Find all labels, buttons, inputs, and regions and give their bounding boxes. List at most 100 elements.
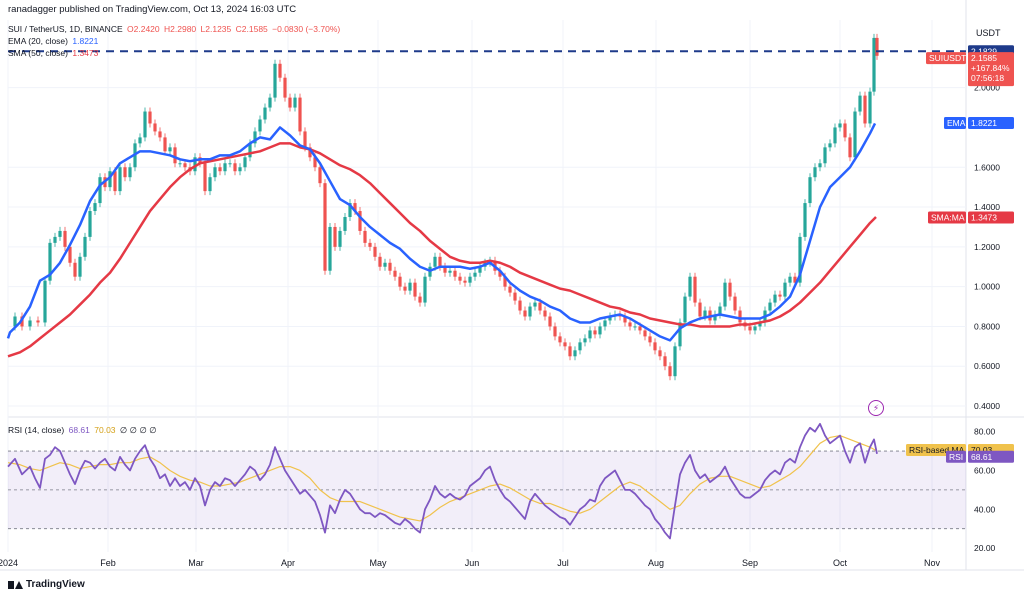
candle-body xyxy=(848,137,852,158)
x-tick-label: Feb xyxy=(100,558,116,568)
candle-body xyxy=(463,280,467,283)
candle-body xyxy=(738,310,742,323)
candle-body xyxy=(608,316,612,321)
ema-legend-label: EMA (20, close) xyxy=(8,36,68,46)
candle-body xyxy=(788,276,792,283)
candle-body xyxy=(648,336,652,343)
candle-body xyxy=(43,280,47,323)
candle-body xyxy=(243,157,247,168)
candle-body xyxy=(683,296,687,323)
sma-legend[interactable]: SMA (50, close) 1.3473 xyxy=(8,48,98,59)
x-tick-label: Oct xyxy=(833,558,848,568)
price-tick-label: 0.8000 xyxy=(974,321,1000,331)
candle-body xyxy=(628,322,632,327)
rsi-name-tag: RSI xyxy=(946,450,966,463)
candle-body xyxy=(93,203,97,212)
candle-body xyxy=(378,256,382,267)
rsi-legend[interactable]: RSI (14, close) 68.61 70.03 ∅ ∅ ∅ ∅ xyxy=(8,425,157,436)
low-value: L2.1235 xyxy=(200,24,232,34)
candle-body xyxy=(288,97,292,108)
lightning-icon[interactable]: ⚡ xyxy=(868,400,884,416)
sma-legend-value: 1.3473 xyxy=(72,48,99,58)
candle-body xyxy=(48,242,52,281)
x-tick-label: Apr xyxy=(281,558,295,568)
candle-body xyxy=(518,300,522,311)
x-tick-label: Mar xyxy=(188,558,204,568)
candle-body xyxy=(508,286,512,293)
symbol-legend: SUI / TetherUS, 1D, BINANCE O2.2420 H2.2… xyxy=(8,24,340,35)
candle-body xyxy=(733,296,737,311)
candle-body xyxy=(253,131,257,144)
ema-line xyxy=(6,122,877,342)
sma-name-tag: SMA:MA xyxy=(928,211,966,224)
rsi-line xyxy=(7,422,878,540)
candle-body xyxy=(388,262,392,271)
candle-body xyxy=(208,177,212,192)
candle-body xyxy=(533,302,537,307)
candle-body xyxy=(168,147,172,152)
candle-body xyxy=(223,163,227,172)
ema-price-tag-bg xyxy=(968,117,1014,130)
candle-body xyxy=(143,111,147,138)
candle-body xyxy=(283,77,287,98)
rsi-ma-legend-value: 70.03 xyxy=(94,425,116,435)
candle-body xyxy=(808,177,812,204)
candle-body xyxy=(73,262,77,277)
candle-body xyxy=(58,230,62,237)
candle-body xyxy=(813,167,817,178)
price-tick-label: 2.0000 xyxy=(974,83,1000,93)
symbol-name[interactable]: SUI / TetherUS, 1D, BINANCE xyxy=(8,24,123,34)
candle-body xyxy=(853,111,857,158)
sma-line xyxy=(7,142,877,358)
candle-body xyxy=(478,266,482,273)
price-tick-label: 1.4000 xyxy=(974,202,1000,212)
candle-body xyxy=(793,276,797,283)
candle-body xyxy=(88,211,92,237)
candle-body xyxy=(333,226,337,247)
sma-price-tag-bg xyxy=(968,211,1014,224)
ema-name-tag-bg xyxy=(944,117,966,130)
candle-body xyxy=(273,63,277,98)
sma-price-tag: 1.3473 xyxy=(968,211,1014,224)
candle-body xyxy=(558,336,562,343)
ema-name-tag: EMA xyxy=(944,117,966,130)
candle-body xyxy=(573,350,577,357)
candle-body xyxy=(248,143,252,158)
candle-body xyxy=(403,286,407,291)
candle-body xyxy=(298,97,302,132)
x-tick-label: Sep xyxy=(742,558,758,568)
ema-legend[interactable]: EMA (20, close) 1.8221 xyxy=(8,36,98,47)
candle-body xyxy=(453,270,457,277)
rsi-name-tag-bg xyxy=(946,450,966,463)
candle-body xyxy=(858,95,862,112)
candle-body xyxy=(543,310,547,317)
rsi-tick-label: 60.00 xyxy=(974,465,996,475)
candle-body xyxy=(78,256,82,277)
price-tick-label: 1.6000 xyxy=(974,162,1000,172)
symbol-name-tag-text: SUIUSDT xyxy=(929,53,966,63)
publish-header: ranadagger published on TradingView.com,… xyxy=(8,4,297,15)
candle-body xyxy=(718,306,722,315)
candle-body xyxy=(68,246,72,263)
candle-body xyxy=(268,97,272,108)
candle-body xyxy=(633,326,637,328)
close-value: C2.1585 xyxy=(235,24,268,34)
candle-body xyxy=(228,163,232,165)
candle-body xyxy=(693,276,697,303)
candle-body xyxy=(138,137,142,144)
candle-body xyxy=(553,326,557,337)
candle-body xyxy=(833,127,837,144)
ema-price-tag-text: 1.8221 xyxy=(971,118,997,128)
currency-label[interactable]: USDT xyxy=(976,28,1001,38)
candle-body xyxy=(118,167,122,192)
candle-body xyxy=(13,316,17,327)
candle-body xyxy=(178,163,182,165)
price-tick-label: 0.4000 xyxy=(974,401,1000,411)
candle-body xyxy=(872,37,876,92)
candle-body xyxy=(598,326,602,335)
candle-body xyxy=(323,183,327,271)
candle-body xyxy=(193,157,197,172)
change-value: −0.0830 (−3.70%) xyxy=(272,24,341,34)
candle-body xyxy=(583,338,587,343)
